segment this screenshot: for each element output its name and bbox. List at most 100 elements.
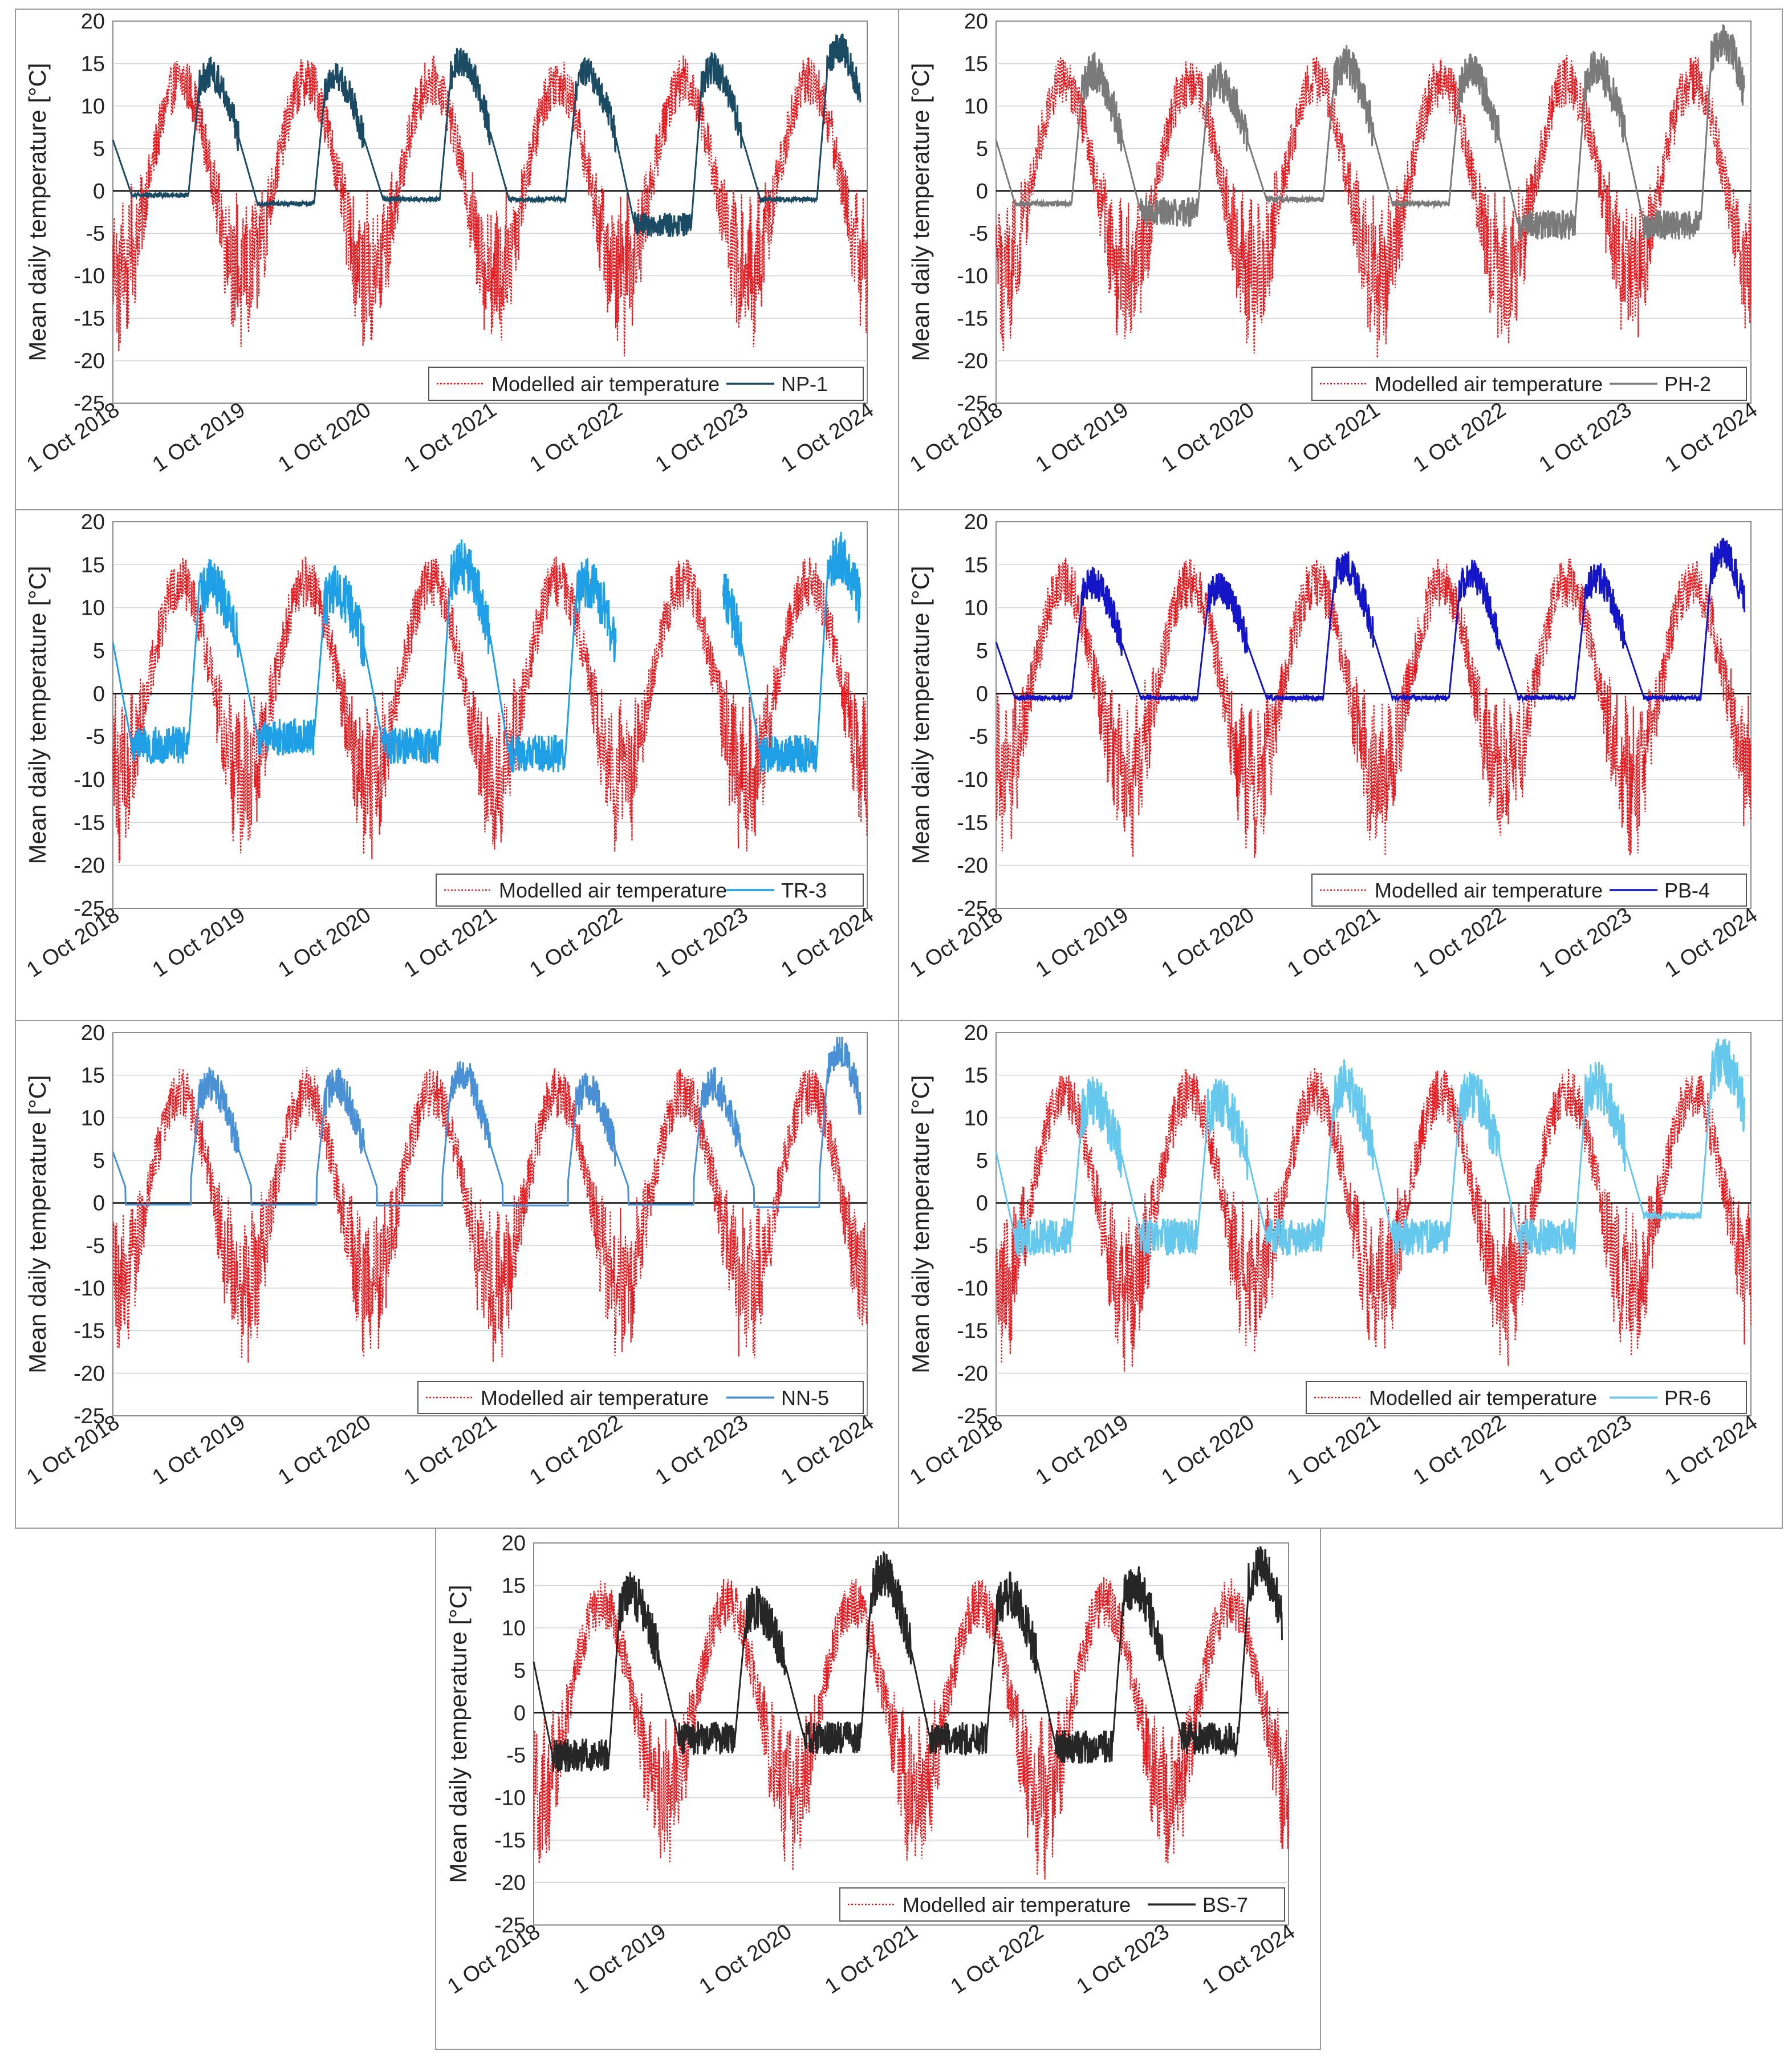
- x-tick-label: 1 Oct 2020: [274, 398, 375, 477]
- legend-box: [428, 367, 864, 401]
- x-tick-label: 1 Oct 2019: [1031, 398, 1133, 477]
- plot-area: [995, 1032, 1752, 1416]
- legend-label-air: Modelled air temperature: [491, 372, 720, 396]
- legend-box: [436, 874, 864, 907]
- x-tick-label: 1 Oct 2021: [400, 903, 501, 982]
- plot-area: [533, 1542, 1289, 1926]
- chart-svg-tr-3: 20 15 10 5 0 -5 -10 -15 -20 -25 Mean daily tempera…: [22, 510, 878, 982]
- y-tick-label: -20: [957, 350, 988, 373]
- y-tick-label: -10: [494, 1786, 526, 1810]
- y-axis-label: Mean daily temperature [°C]: [907, 566, 934, 864]
- y-tick-label: 15: [502, 1574, 526, 1598]
- air-temperature-line: [533, 1577, 1290, 1880]
- y-tick-label: 5: [93, 639, 105, 663]
- x-tick-label: 1 Oct 2023: [1535, 1411, 1636, 1490]
- y-tick-label: 20: [81, 10, 105, 34]
- y-tick-label: 10: [964, 95, 988, 119]
- y-tick-label: 15: [964, 1064, 988, 1088]
- x-tick-label: 1 Oct 2024: [777, 1411, 878, 1490]
- plot-area: [112, 21, 868, 404]
- legend-label-np-1: NP-1: [781, 372, 828, 396]
- x-tick-label: 1 Oct 2022: [525, 903, 627, 982]
- x-tick-label: 1 Oct 2019: [148, 903, 250, 982]
- y-tick-label: 20: [81, 510, 105, 534]
- y-tick-label: -25: [957, 392, 988, 416]
- ground-temperature-line-bs-7: [533, 1546, 1283, 1772]
- air-temperature-line: [112, 556, 868, 863]
- legend-label-air: Modelled air temperature: [1369, 1386, 1597, 1410]
- y-tick-label: -10: [957, 265, 988, 289]
- x-tick-label: 1 Oct 2022: [1409, 903, 1510, 982]
- ground-temperature-line-ph-2: [995, 24, 1745, 240]
- y-tick-label: 5: [976, 137, 988, 161]
- chart-panel-tr-3: 20 15 10 5 0 -5 -10 -15 -20 -25 Mean daily tempera…: [15, 509, 899, 1021]
- y-tick-label: 5: [93, 137, 105, 161]
- y-tick-label: 20: [81, 1021, 105, 1045]
- y-axis-label: Mean daily temperature [°C]: [24, 63, 51, 361]
- x-tick-label: 1 Oct 2022: [525, 398, 627, 477]
- x-tick-label: 1 Oct 2023: [651, 398, 753, 477]
- x-tick-label: 1 Oct 2023: [1535, 903, 1636, 982]
- y-tick-label: -10: [74, 1277, 105, 1301]
- x-tick-label: 1 Oct 2021: [400, 1411, 501, 1490]
- air-temperature-line: [995, 55, 1752, 358]
- y-tick-label: -25: [74, 1404, 105, 1428]
- y-tick-label: 0: [976, 1192, 988, 1216]
- x-tick-label: 1 Oct 2023: [1072, 1920, 1174, 1999]
- y-tick-label: -5: [969, 1234, 988, 1258]
- legend-label-tr-3: TR-3: [781, 879, 827, 902]
- chart-svg-nn-5: 20 15 10 5 0 -5 -10 -15 -20 -25 Mean daily tempera…: [22, 1021, 878, 1490]
- legend-label-air: Modelled air temperature: [481, 1386, 709, 1410]
- y-tick-label: -25: [74, 392, 105, 416]
- y-tick-label: 20: [964, 10, 988, 34]
- ground-temperature-line-tr-3: [112, 531, 862, 773]
- y-tick-label: -15: [957, 307, 988, 331]
- x-tick-label: 1 Oct 2023: [651, 1411, 753, 1490]
- y-tick-label: -5: [86, 222, 105, 246]
- x-tick-label: 1 Oct 2021: [1283, 398, 1384, 477]
- chart-svg-ph-2: 20 15 10 5 0 -5 -10 -15 -20 -25 Mean daily tempera…: [905, 10, 1762, 477]
- chart-svg-np-1: 20 15 10 5 0 -5 -10 -15 -20 -25 Mean daily tempera…: [22, 10, 878, 477]
- chart-panel-ph-2: 20 15 10 5 0 -5 -10 -15 -20 -25 Mean daily tempera…: [898, 9, 1783, 510]
- x-tick-label: 1 Oct 2024: [1660, 903, 1762, 982]
- chart-panel-nn-5: 20 15 10 5 0 -5 -10 -15 -20 -25 Mean daily tempera…: [15, 1020, 899, 1529]
- x-tick-label: 1 Oct 2020: [274, 1411, 375, 1490]
- y-tick-label: 15: [964, 553, 988, 577]
- x-tick-label: 1 Oct 2023: [651, 903, 753, 982]
- y-tick-label: 0: [93, 180, 105, 204]
- air-temperature-line: [112, 55, 868, 356]
- y-tick-label: -20: [74, 350, 105, 373]
- y-tick-label: 0: [976, 180, 988, 204]
- y-tick-label: 15: [81, 553, 105, 577]
- y-tick-label: 20: [964, 1021, 988, 1045]
- x-tick-label: 1 Oct 2019: [569, 1920, 671, 1999]
- x-tick-label: 1 Oct 2021: [400, 398, 501, 477]
- y-tick-label: -10: [74, 768, 105, 792]
- y-tick-label: 15: [81, 52, 105, 76]
- ground-temperature-line-np-1: [112, 33, 862, 237]
- x-tick-label: 1 Oct 2022: [946, 1920, 1048, 1999]
- y-tick-label: 20: [502, 1532, 526, 1556]
- x-tick-label: 1 Oct 2022: [525, 1411, 627, 1490]
- legend-box: [417, 1381, 864, 1414]
- legend-box: [1311, 367, 1747, 401]
- y-tick-label: 10: [81, 596, 105, 620]
- y-tick-label: -15: [74, 307, 105, 331]
- x-tick-label: 1 Oct 2024: [1660, 1411, 1762, 1490]
- y-tick-label: 15: [81, 1064, 105, 1088]
- legend-label-air: Modelled air temperature: [903, 1893, 1131, 1916]
- y-tick-label: -20: [957, 854, 988, 878]
- y-tick-label: 5: [976, 639, 988, 663]
- chart-panel-pr-6: 20 15 10 5 0 -5 -10 -15 -20 -25 Mean daily tempera…: [898, 1020, 1783, 1529]
- y-tick-label: 5: [976, 1149, 988, 1173]
- y-tick-label: -20: [74, 854, 105, 878]
- y-axis-label: Mean daily temperature [°C]: [24, 1075, 51, 1373]
- legend-label-air: Modelled air temperature: [1375, 372, 1603, 396]
- y-tick-label: 20: [964, 510, 988, 534]
- y-axis-label: Mean daily temperature [°C]: [907, 1075, 934, 1373]
- x-tick-label: 1 Oct 2020: [1157, 398, 1259, 477]
- air-temperature-line: [995, 558, 1752, 858]
- ground-temperature-line-pr-6: [995, 1038, 1745, 1256]
- x-tick-label: 1 Oct 2019: [1031, 903, 1133, 982]
- chart-panel-np-1: 20 15 10 5 0 -5 -10 -15 -20 -25 Mean daily tempera…: [15, 9, 899, 510]
